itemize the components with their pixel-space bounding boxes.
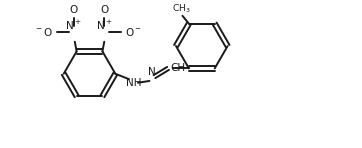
Text: NH: NH [126, 78, 141, 88]
Text: O: O [70, 5, 78, 15]
Text: O: O [100, 5, 108, 15]
Text: O$^-$: O$^-$ [125, 26, 142, 38]
Text: N$^+$: N$^+$ [66, 19, 82, 32]
Text: N: N [148, 67, 156, 77]
Text: N$^+$: N$^+$ [96, 19, 113, 32]
Text: $^-$O: $^-$O [34, 26, 53, 38]
Text: CH: CH [170, 63, 185, 73]
Text: CH$_3$: CH$_3$ [172, 2, 191, 15]
